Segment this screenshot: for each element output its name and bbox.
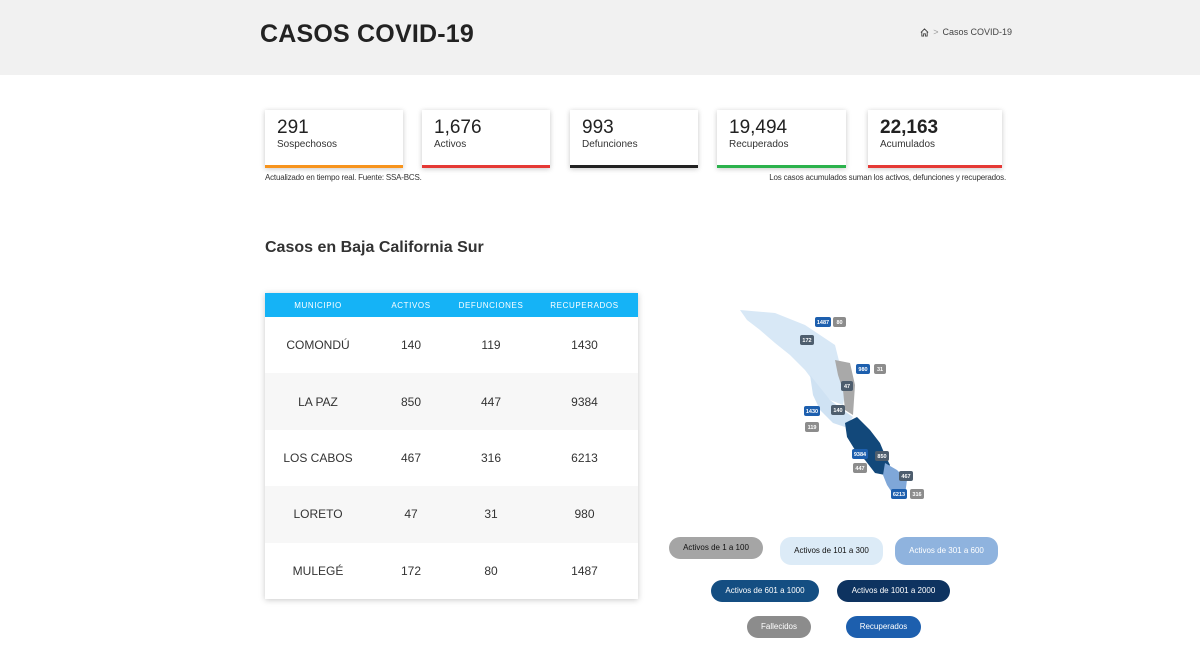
table-cell: 316 xyxy=(480,450,502,465)
legend-recuperados[interactable]: Recuperados xyxy=(846,616,921,638)
map-label: 980 xyxy=(858,367,867,373)
region-la-paz[interactable] xyxy=(845,417,890,475)
municipios-table: MUNICIPIO ACTIVOS DEFUNCIONES RECUPERADO… xyxy=(265,293,638,599)
stat-card-defunciones: 993 Defunciones xyxy=(570,110,698,168)
region-mulege[interactable] xyxy=(740,310,847,405)
home-icon[interactable] xyxy=(920,27,929,37)
stat-value: 291 xyxy=(277,117,309,138)
stat-value: 19,494 xyxy=(729,117,788,138)
table-cell: LOS CABOS xyxy=(283,450,353,465)
stat-label: Acumulados xyxy=(880,139,936,150)
table-cell: LORETO xyxy=(293,507,343,522)
section-title: Casos en Baja California Sur xyxy=(265,239,484,256)
map-label: 47 xyxy=(844,384,850,390)
map-label: 6213 xyxy=(893,492,905,498)
map-label: 1487 xyxy=(817,320,829,326)
table-row: LORETO 47 31 980 xyxy=(265,486,638,543)
map-label: 31 xyxy=(877,367,883,373)
map-label: 140 xyxy=(833,408,842,414)
map-label: 9384 xyxy=(854,452,867,458)
table-cell: LA PAZ xyxy=(298,394,338,409)
table-cell: 1487 xyxy=(571,563,598,578)
stat-label: Recuperados xyxy=(729,139,789,150)
stat-card-activos: 1,676 Activos xyxy=(422,110,550,168)
region-los-cabos[interactable] xyxy=(883,463,907,497)
stat-value: 993 xyxy=(582,117,614,138)
stat-bar xyxy=(717,165,846,168)
legend-activos-1001-2000[interactable]: Activos de 1001 a 2000 xyxy=(837,580,950,602)
bcs-map: 1487 80 172 980 31 47 1430 140 119 9384 … xyxy=(740,310,924,499)
stat-label: Activos xyxy=(434,139,467,150)
column-header: ACTIVOS xyxy=(391,300,431,310)
column-header: DEFUNCIONES xyxy=(458,300,524,310)
stat-bar xyxy=(570,165,698,168)
page-header: CASOS COVID-19 > Casos COVID-19 xyxy=(0,0,1200,75)
stat-bar xyxy=(265,165,403,168)
table-cell: 467 xyxy=(400,450,422,465)
table-row: LA PAZ 850 447 9384 xyxy=(265,373,638,430)
breadcrumb-separator: > xyxy=(933,27,939,37)
map-label: 1430 xyxy=(806,409,818,415)
map-label: 80 xyxy=(836,320,842,326)
table-cell: 1430 xyxy=(571,338,598,353)
column-header: RECUPERADOS xyxy=(550,300,619,310)
map-label: 850 xyxy=(877,454,886,460)
table-cell: 850 xyxy=(400,394,422,409)
stat-value: 1,676 xyxy=(434,117,482,138)
stat-label: Defunciones xyxy=(582,139,638,150)
table-cell: 47 xyxy=(404,507,418,522)
table-cell: 140 xyxy=(400,338,422,353)
table-cell: 980 xyxy=(574,507,595,522)
stat-value: 22,163 xyxy=(880,117,939,138)
stat-label: Sospechosos xyxy=(277,139,338,150)
map-label: 316 xyxy=(912,492,921,498)
column-header: MUNICIPIO xyxy=(294,300,342,310)
map-label: 447 xyxy=(855,466,864,472)
accumulated-note: Los casos acumulados suman los activos, … xyxy=(769,173,1006,182)
table-header: MUNICIPIO ACTIVOS DEFUNCIONES RECUPERADO… xyxy=(265,293,638,317)
table-cell: COMONDÚ xyxy=(286,338,350,353)
page-title: CASOS COVID-19 xyxy=(260,20,474,48)
legend-activos-301-600[interactable]: Activos de 301 a 600 xyxy=(895,537,998,565)
stat-card-sospechosos: 291 Sospechosos xyxy=(265,110,403,168)
stat-card-recuperados: 19,494 Recuperados xyxy=(717,110,846,168)
breadcrumb: > Casos COVID-19 xyxy=(920,27,1012,37)
table-cell: 31 xyxy=(484,507,498,522)
map-label: 119 xyxy=(808,425,817,431)
source-note: Actualizado en tiempo real. Fuente: SSA-… xyxy=(265,173,422,182)
breadcrumb-current[interactable]: Casos COVID-19 xyxy=(942,27,1012,37)
legend-activos-601-1000[interactable]: Activos de 601 a 1000 xyxy=(711,580,819,602)
stat-card-acumulados: 22,163 Acumulados xyxy=(868,110,1002,168)
table-row: COMONDÚ 140 119 1430 xyxy=(265,317,638,373)
table-cell: 447 xyxy=(480,394,502,409)
table-cell: 119 xyxy=(481,338,501,353)
stat-bar xyxy=(422,165,550,168)
legend-fallecidos[interactable]: Fallecidos xyxy=(747,616,811,638)
stat-bar xyxy=(868,165,1002,168)
map-label: 172 xyxy=(802,338,811,344)
table-cell: MULEGÉ xyxy=(292,563,344,578)
legend-activos-101-300[interactable]: Activos de 101 a 300 xyxy=(780,537,883,565)
table-cell: 6213 xyxy=(571,450,598,465)
table-row: MULEGÉ 172 80 1487 xyxy=(265,543,638,599)
table-body: COMONDÚ 140 119 1430 LA PAZ 850 447 9384… xyxy=(265,317,638,599)
table-cell: 80 xyxy=(484,563,498,578)
table-cell: 9384 xyxy=(571,394,598,409)
map-label: 467 xyxy=(901,474,910,480)
table-cell: 172 xyxy=(400,563,422,578)
table-row: LOS CABOS 467 316 6213 xyxy=(265,430,638,486)
legend-activos-1-100[interactable]: Activos de 1 a 100 xyxy=(669,537,763,559)
